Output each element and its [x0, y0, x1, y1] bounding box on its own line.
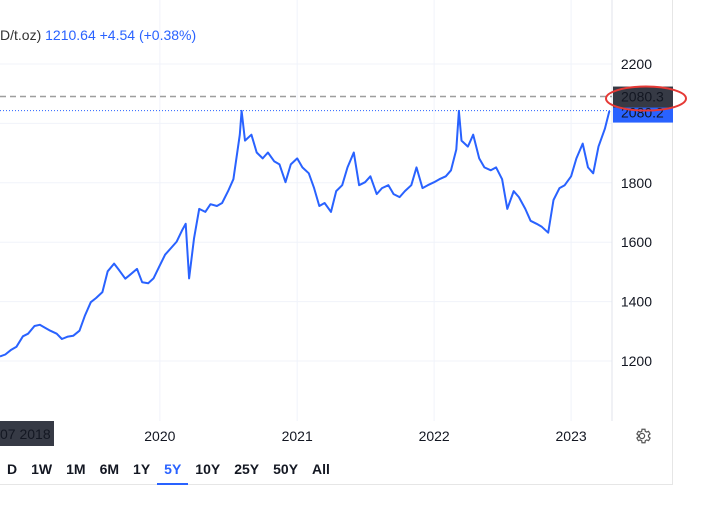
reference-price-text: 2080.3 [621, 89, 664, 105]
range-button-all[interactable]: All [312, 461, 330, 477]
y-tick-label: 2200 [621, 56, 652, 72]
legend-price: 1210.64 [45, 27, 96, 43]
legend-change: +4.54 (+0.38%) [99, 27, 197, 43]
x-axis: 2020 2021 2022 2023 [144, 428, 587, 444]
reference-price-box [613, 86, 673, 108]
range-button-d[interactable]: D [7, 461, 18, 477]
chart-frame [0, 0, 673, 485]
grid [0, 0, 612, 421]
legend-symbol: D/t.oz) [0, 27, 42, 43]
y-axis: 1200 1400 1600 1800 2200 [621, 56, 652, 369]
range-button-10y[interactable]: 10Y [195, 461, 221, 477]
last-price-text: 2080.2 [621, 105, 664, 121]
range-button-1y[interactable]: 1Y [133, 461, 151, 477]
series-line[interactable] [0, 109, 611, 358]
x-tick-label: 2022 [419, 428, 450, 444]
x-tick-label: 2023 [556, 428, 587, 444]
y-tick-label: 1200 [621, 353, 652, 369]
hover-date-box [0, 421, 54, 446]
hover-date-text: 07 2018 [0, 426, 51, 442]
x-tick-label: 2020 [144, 428, 175, 444]
last-price-label: 2080.2 [613, 102, 673, 123]
range-button-50y[interactable]: 50Y [273, 461, 299, 477]
range-button-1m[interactable]: 1M [66, 461, 86, 477]
last-price-box [613, 102, 673, 123]
range-button-5y[interactable]: 5Y [157, 455, 189, 485]
y-tick-label: 1800 [621, 175, 652, 191]
reference-price-label: 2080.3 [613, 86, 673, 108]
x-tick-label: 2021 [282, 428, 313, 444]
hover-date-label: 07 2018 [0, 421, 54, 446]
legend: D/t.oz) 1210.64 +4.54 (+0.38%) [0, 27, 196, 43]
highlight-circle [605, 85, 687, 112]
price-chart[interactable]: 1200 1400 1600 1800 2200 2020 2021 2022 2023 20… [0, 0, 713, 455]
y-tick-label: 1400 [621, 294, 652, 310]
range-button-1w[interactable]: 1W [31, 461, 53, 477]
range-button-6m[interactable]: 6M [99, 461, 120, 477]
gear-icon[interactable] [633, 427, 651, 445]
range-selector: D 1W 1M 6M 1Y 5Y 10Y 25Y 50Y All [0, 455, 337, 485]
range-button-25y[interactable]: 25Y [234, 461, 260, 477]
y-tick-label: 1600 [621, 234, 652, 250]
